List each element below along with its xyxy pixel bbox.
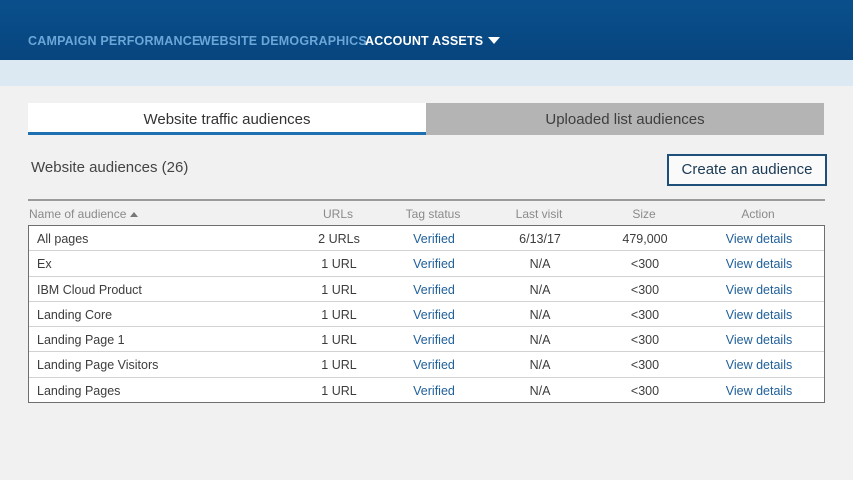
cell-audience-name: Landing Page Visitors bbox=[37, 358, 159, 373]
cell-size: <300 bbox=[630, 282, 660, 297]
sort-ascending-icon bbox=[130, 212, 139, 217]
header-last-visit: Last visit bbox=[515, 207, 563, 221]
top-navigation-bar: CAMPAIGN PERFORMANCE WEBSITE DEMOGRAPHIC… bbox=[0, 0, 853, 60]
cell-tag-status: Verified bbox=[413, 333, 455, 348]
cell-urls: 1 URL bbox=[321, 257, 357, 272]
cell-last-visit: N/A bbox=[529, 282, 551, 297]
cell-tag-status: Verified bbox=[413, 358, 455, 373]
header-name-of-audience[interactable]: Name of audience bbox=[29, 207, 139, 221]
section-title: Website audiences (26) bbox=[31, 159, 189, 176]
nav-website-demographics[interactable]: WEBSITE DEMOGRAPHICS bbox=[199, 34, 367, 48]
caret-down-icon bbox=[488, 37, 501, 44]
cell-urls: 2 URLs bbox=[318, 232, 360, 246]
cell-urls: 1 URL bbox=[321, 383, 357, 398]
header-name-label: Name of audience bbox=[29, 207, 127, 221]
table-header-row: Name of audience URLs Tag status Last vi… bbox=[28, 201, 825, 225]
view-details-link[interactable]: View details bbox=[725, 307, 793, 322]
cell-audience-name: All pages bbox=[37, 232, 89, 246]
cell-audience-name: Landing Pages bbox=[37, 383, 121, 398]
nav-account-assets-label: ACCOUNT ASSETS bbox=[365, 34, 484, 48]
table-row: Landing Page 1 1 URL Verified N/A <300 V… bbox=[29, 327, 824, 353]
cell-size: <300 bbox=[630, 358, 660, 373]
cell-audience-name: Ex bbox=[37, 257, 52, 272]
table-row: All pages 2 URLs Verified 6/13/17 479,00… bbox=[29, 226, 824, 252]
table-row: Ex 1 URL Verified N/A <300 View details bbox=[29, 251, 824, 277]
cell-last-visit: N/A bbox=[529, 383, 551, 398]
cell-size: <300 bbox=[630, 307, 660, 322]
nav-campaign-performance[interactable]: CAMPAIGN PERFORMANCE bbox=[28, 34, 201, 48]
cell-tag-status: Verified bbox=[413, 383, 455, 398]
header-urls: URLs bbox=[322, 207, 354, 221]
cell-urls: 1 URL bbox=[321, 307, 357, 322]
cell-audience-name: Landing Core bbox=[37, 307, 113, 322]
tab-website-traffic-audiences[interactable]: Website traffic audiences bbox=[28, 103, 426, 135]
tab-uploaded-list-audiences[interactable]: Uploaded list audiences bbox=[426, 103, 824, 135]
view-details-link[interactable]: View details bbox=[725, 333, 793, 348]
sub-header-bar bbox=[0, 60, 853, 86]
cell-tag-status: Verified bbox=[413, 257, 455, 272]
cell-audience-name: Landing Page 1 bbox=[37, 333, 125, 348]
cell-last-visit: N/A bbox=[529, 333, 551, 348]
header-tag-status: Tag status bbox=[405, 207, 461, 221]
view-details-link[interactable]: View details bbox=[725, 282, 793, 297]
cell-size: <300 bbox=[630, 257, 660, 272]
view-details-link[interactable]: View details bbox=[725, 232, 793, 246]
view-details-link[interactable]: View details bbox=[725, 257, 793, 272]
header-action: Action bbox=[741, 207, 775, 221]
cell-last-visit: N/A bbox=[529, 358, 551, 373]
view-details-link[interactable]: View details bbox=[725, 358, 793, 373]
table-divider bbox=[28, 199, 825, 201]
cell-size: 479,000 bbox=[622, 232, 668, 246]
cell-audience-name: IBM Cloud Product bbox=[37, 282, 142, 297]
cell-urls: 1 URL bbox=[321, 333, 357, 348]
cell-last-visit: N/A bbox=[529, 257, 551, 272]
table-row: Landing Core 1 URL Verified N/A <300 Vie… bbox=[29, 302, 824, 328]
cell-urls: 1 URL bbox=[321, 282, 357, 297]
cell-urls: 1 URL bbox=[321, 358, 357, 373]
cell-tag-status: Verified bbox=[413, 282, 455, 297]
cell-last-visit: N/A bbox=[529, 307, 551, 322]
view-details-link[interactable]: View details bbox=[725, 383, 793, 398]
create-audience-button[interactable]: Create an audience bbox=[667, 154, 827, 186]
cell-size: <300 bbox=[630, 333, 660, 348]
audience-table: All pages 2 URLs Verified 6/13/17 479,00… bbox=[28, 225, 825, 403]
table-row: Landing Page Visitors 1 URL Verified N/A… bbox=[29, 352, 824, 378]
cell-tag-status: Verified bbox=[413, 307, 455, 322]
cell-size: <300 bbox=[630, 383, 660, 398]
cell-last-visit: 6/13/17 bbox=[519, 232, 561, 246]
table-row: IBM Cloud Product 1 URL Verified N/A <30… bbox=[29, 277, 824, 302]
cell-tag-status: Verified bbox=[413, 232, 455, 246]
nav-account-assets[interactable]: ACCOUNT ASSETS bbox=[365, 34, 501, 48]
table-row: Landing Pages 1 URL Verified N/A <300 Vi… bbox=[29, 378, 824, 403]
header-size: Size bbox=[632, 207, 656, 221]
